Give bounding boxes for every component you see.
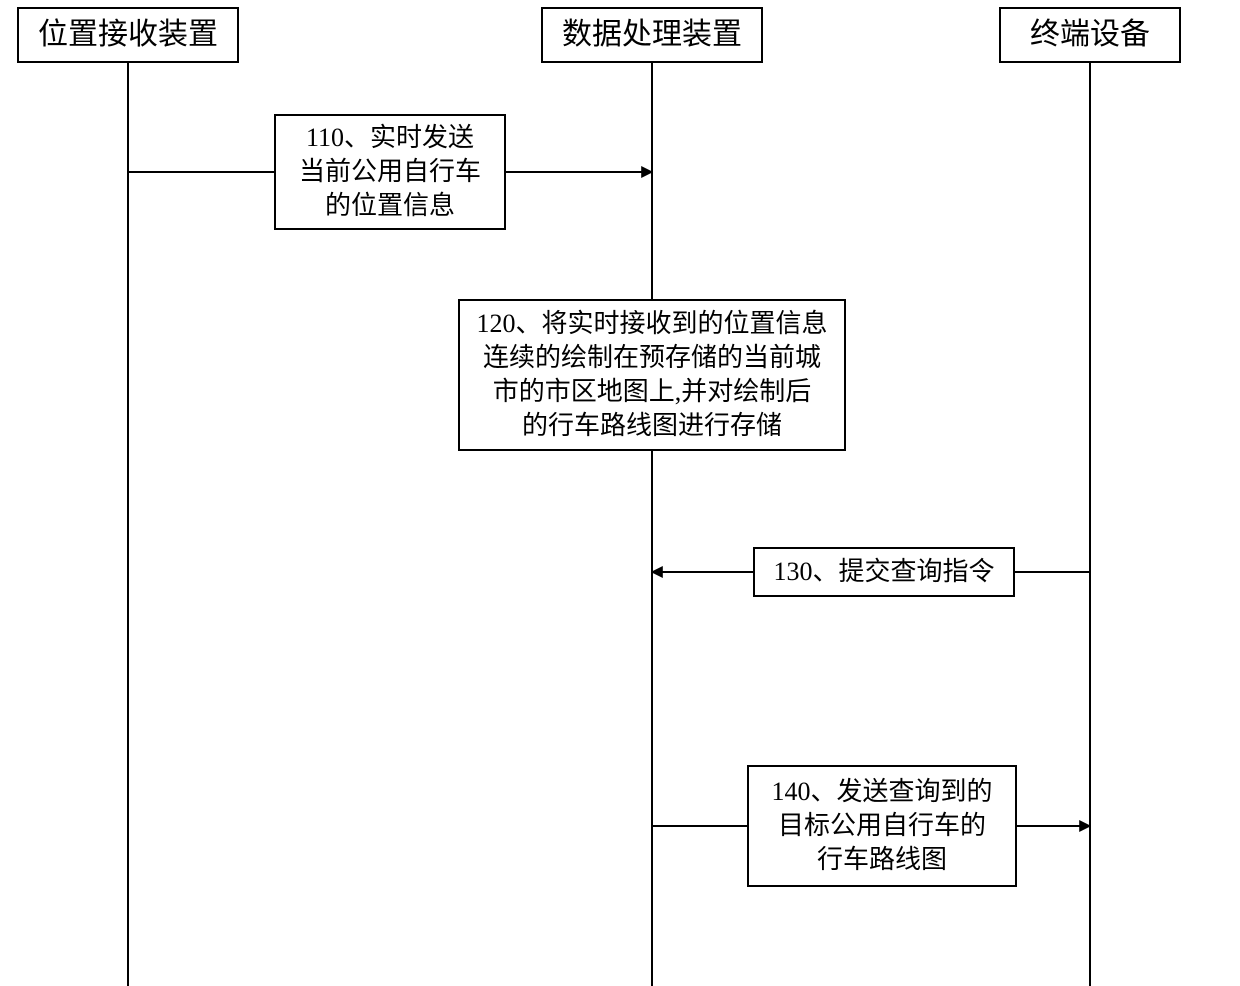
- message-text: 120、将实时接收到的位置信息: [476, 309, 827, 338]
- sequence-diagram: 位置接收装置 数据处理装置 终端设备 110、实时发送当前公用自行车的位置信息 120、…: [0, 0, 1240, 986]
- message-text: 市的市区地图上,并对绘制后: [493, 377, 812, 406]
- lane-header-label: 位置接收装置: [38, 18, 218, 51]
- message-text: 当前公用自行车: [299, 157, 481, 186]
- message-text: 130、提交查询指令: [773, 557, 994, 586]
- lane-header-label: 数据处理装置: [562, 18, 742, 51]
- message-text: 连续的绘制在预存储的当前城: [483, 343, 821, 372]
- message-text: 目标公用自行车的: [778, 811, 986, 840]
- message-text: 110、实时发送: [306, 123, 474, 152]
- message-text: 的位置信息: [325, 191, 455, 220]
- lane-header-label: 终端设备: [1030, 18, 1150, 51]
- message-text: 行车路线图: [817, 845, 947, 874]
- message-text: 的行车路线图进行存储: [522, 411, 782, 440]
- message-text: 140、发送查询到的: [771, 777, 992, 806]
